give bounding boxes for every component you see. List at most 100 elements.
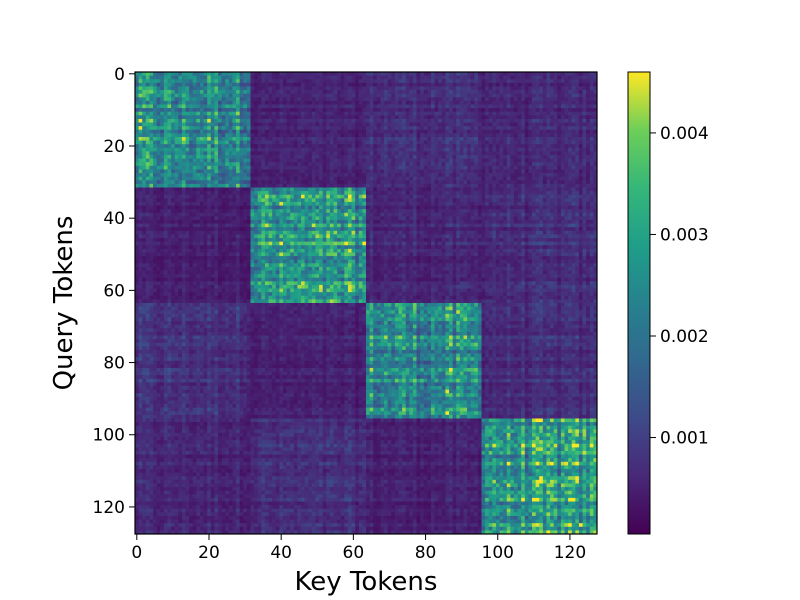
heatmap-cell [384, 126, 389, 131]
heatmap-cell [542, 151, 547, 156]
heatmap-cell [261, 140, 266, 145]
heatmap-cell [181, 136, 186, 141]
heatmap-cell [268, 126, 273, 131]
heatmap-cell [416, 191, 421, 196]
heatmap-cell [355, 198, 360, 203]
heatmap-cell [405, 209, 410, 214]
heatmap-cell [535, 86, 540, 91]
heatmap-cell [384, 90, 389, 95]
heatmap-cell [207, 75, 212, 80]
heatmap-cell [351, 72, 356, 77]
heatmap-cell [272, 176, 277, 181]
heatmap-cell [409, 90, 414, 95]
heatmap-cell [163, 180, 168, 185]
heatmap-cell [293, 191, 298, 196]
heatmap-cell [391, 183, 396, 188]
heatmap-cell [434, 173, 439, 178]
heatmap-cell [257, 104, 262, 109]
heatmap-cell [203, 162, 208, 167]
heatmap-cell [264, 104, 269, 109]
heatmap-cell [539, 151, 544, 156]
heatmap-cell [340, 136, 345, 141]
heatmap-cell [333, 169, 338, 174]
heatmap-cell [557, 86, 562, 91]
heatmap-cell [564, 126, 569, 131]
heatmap-cell [210, 133, 215, 138]
heatmap-cell [311, 201, 316, 206]
heatmap-cell [384, 133, 389, 138]
heatmap-cell [347, 180, 352, 185]
heatmap-cell [142, 108, 147, 113]
heatmap-cell [203, 191, 208, 196]
heatmap-cell [261, 129, 266, 134]
heatmap-cell [160, 140, 165, 145]
heatmap-cell [272, 173, 277, 178]
heatmap-cell [441, 79, 446, 84]
heatmap-cell [578, 104, 583, 109]
heatmap-cell [268, 162, 273, 167]
heatmap-cell [189, 111, 194, 116]
heatmap-cell [506, 209, 511, 214]
heatmap-cell [405, 176, 410, 181]
heatmap-cell [355, 133, 360, 138]
heatmap-cell [586, 194, 591, 199]
heatmap-cell [463, 165, 468, 170]
heatmap-cell [481, 90, 486, 95]
heatmap-cell [293, 187, 298, 192]
heatmap-cell [319, 108, 324, 113]
heatmap-cell [153, 147, 158, 152]
heatmap-cell [138, 118, 143, 123]
heatmap-cell [329, 158, 334, 163]
heatmap-cell [449, 201, 454, 206]
heatmap-cell [358, 97, 363, 102]
heatmap-cell [467, 173, 472, 178]
heatmap-cell [568, 79, 573, 84]
heatmap-cell [405, 169, 410, 174]
heatmap-cell [488, 72, 493, 77]
heatmap-cell [405, 155, 410, 160]
heatmap-cell [156, 111, 161, 116]
heatmap-cell [452, 173, 457, 178]
heatmap-cell [405, 108, 410, 113]
heatmap-cell [261, 173, 266, 178]
heatmap-cell [553, 191, 558, 196]
heatmap-cell [524, 129, 529, 134]
heatmap-cell [477, 133, 482, 138]
heatmap-cell [196, 100, 201, 105]
heatmap-cell [333, 111, 338, 116]
heatmap-cell [351, 176, 356, 181]
heatmap-cell [308, 144, 313, 149]
heatmap-cell [532, 158, 537, 163]
heatmap-cell [347, 133, 352, 138]
heatmap-cell [329, 97, 334, 102]
heatmap-cell [409, 173, 414, 178]
heatmap-cell [243, 126, 248, 131]
heatmap-cell [333, 118, 338, 123]
heatmap-cell [495, 82, 500, 87]
heatmap-cell [470, 72, 475, 77]
heatmap-cell [203, 118, 208, 123]
heatmap-cell [214, 111, 219, 116]
heatmap-cell [578, 205, 583, 210]
heatmap-cell [582, 183, 587, 188]
heatmap-cell [185, 115, 190, 120]
heatmap-cell [185, 97, 190, 102]
heatmap-cell [347, 173, 352, 178]
heatmap-cell [189, 209, 194, 214]
heatmap-cell [409, 75, 414, 80]
heatmap-cell [333, 194, 338, 199]
heatmap-cell [362, 93, 367, 98]
heatmap-cell [445, 198, 450, 203]
heatmap-cell [261, 205, 266, 210]
heatmap-cell [495, 169, 500, 174]
heatmap-cell [456, 118, 461, 123]
heatmap-cell [272, 201, 277, 206]
heatmap-cell [268, 183, 273, 188]
heatmap-cell [171, 201, 176, 206]
heatmap-cell [582, 111, 587, 116]
heatmap-cell [517, 104, 522, 109]
heatmap-cell [326, 187, 331, 192]
heatmap-cell [329, 93, 334, 98]
heatmap-cell [553, 104, 558, 109]
heatmap-cell [153, 90, 158, 95]
